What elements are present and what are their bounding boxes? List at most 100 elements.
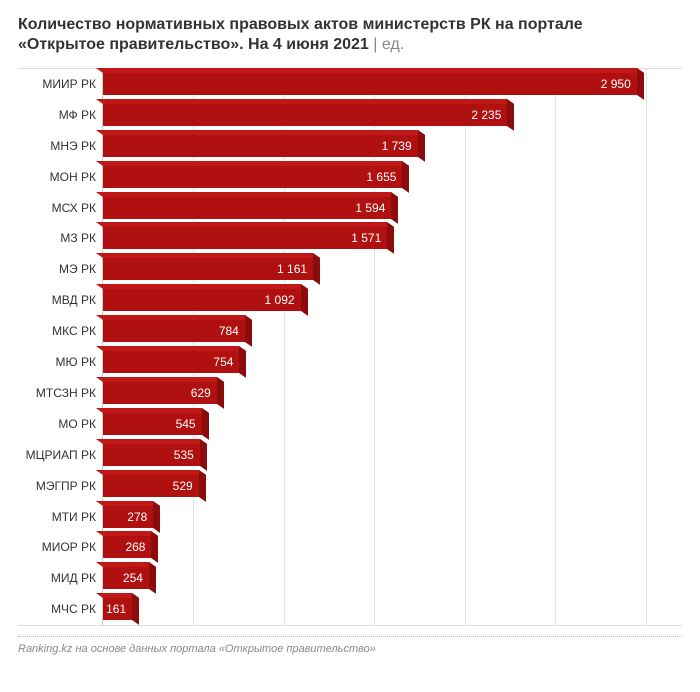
bar-side-face [132, 593, 139, 625]
bar-row: 535 [103, 439, 682, 470]
bar-chart: МИИР РКМФ РКМНЭ РКМОН РКМСХ РКМЗ РКМЭ РК… [18, 68, 682, 626]
bar-value-label: 545 [176, 417, 196, 431]
bar-row: 268 [103, 532, 682, 563]
bar: 1 594 [103, 197, 391, 219]
bar: 278 [103, 506, 153, 528]
bar-side-face [245, 315, 252, 347]
bar-row: 1 571 [103, 223, 682, 254]
category-label: МОН РК [18, 161, 102, 192]
bar-side-face [402, 161, 409, 193]
plot-area: 2 950 2 235 1 739 1 655 1 594 1 571 1 161 1 092… [102, 69, 682, 625]
bar: 2 950 [103, 73, 637, 95]
category-label: МКС РК [18, 316, 102, 347]
bar-value-label: 754 [213, 355, 233, 369]
bar: 161 [103, 598, 132, 620]
category-label: МЧС РК [18, 594, 102, 625]
bar-row: 629 [103, 378, 682, 409]
chart-footer: Ranking.kz на основе данных портала «Отк… [18, 636, 682, 655]
bar: 268 [103, 536, 151, 558]
bar: 254 [103, 567, 149, 589]
bar-row: 2 950 [103, 69, 682, 100]
bar: 1 571 [103, 227, 387, 249]
bar-front-face [103, 227, 387, 249]
bar-rows: 2 950 2 235 1 739 1 655 1 594 1 571 1 161 1 092… [103, 69, 682, 625]
bar-side-face [301, 284, 308, 316]
category-label: МИИР РК [18, 69, 102, 100]
category-label: МНЭ РК [18, 130, 102, 161]
bar-value-label: 2 235 [471, 108, 501, 122]
bar-value-label: 254 [123, 571, 143, 585]
category-label: МЭГПР РК [18, 470, 102, 501]
chart-title-line2: «Открытое правительство». На 4 июня 2021… [18, 36, 682, 54]
bar-row: 2 235 [103, 99, 682, 130]
bar: 1 739 [103, 135, 418, 157]
bar-side-face [637, 68, 644, 100]
bar-value-label: 268 [125, 540, 145, 554]
bar-value-label: 2 950 [601, 77, 631, 91]
bar-side-face [387, 222, 394, 254]
unit-sep: | [369, 36, 382, 53]
bar-value-label: 1 655 [366, 170, 396, 184]
bar-side-face [313, 253, 320, 285]
bar-value-label: 1 092 [265, 293, 295, 307]
bar-value-label: 784 [219, 324, 239, 338]
category-label: МФ РК [18, 99, 102, 130]
bar-row: 529 [103, 470, 682, 501]
category-label: МО РК [18, 408, 102, 439]
bar-front-face [103, 197, 391, 219]
bar-row: 1 161 [103, 254, 682, 285]
bar-row: 1 092 [103, 285, 682, 316]
bar-value-label: 1 739 [382, 139, 412, 153]
bar: 1 161 [103, 258, 313, 280]
title-line2-text: «Открытое правительство». На 4 июня 2021 [18, 36, 369, 53]
bar: 545 [103, 413, 202, 435]
bar-row: 161 [103, 594, 682, 625]
bar-side-face [153, 501, 160, 533]
category-label: МИД РК [18, 563, 102, 594]
bar-row: 1 655 [103, 161, 682, 192]
bar-side-face [199, 470, 206, 502]
bar-value-label: 535 [174, 448, 194, 462]
bar-row: 1 594 [103, 192, 682, 223]
bar-value-label: 1 594 [355, 201, 385, 215]
bar-side-face [200, 439, 207, 471]
bar-row: 545 [103, 408, 682, 439]
bar: 1 092 [103, 289, 301, 311]
bar-side-face [202, 408, 209, 440]
category-label: МВД РК [18, 285, 102, 316]
bar: 629 [103, 382, 217, 404]
bar: 529 [103, 475, 199, 497]
bar-side-face [239, 346, 246, 378]
bar-side-face [217, 377, 224, 409]
bar-row: 754 [103, 347, 682, 378]
bar-value-label: 529 [173, 479, 193, 493]
chart-title-line1: Количество нормативных правовых актов ми… [18, 14, 682, 36]
bar-side-face [391, 192, 398, 224]
y-axis-labels: МИИР РКМФ РКМНЭ РКМОН РКМСХ РКМЗ РКМЭ РК… [18, 69, 102, 625]
bar-value-label: 1 571 [351, 231, 381, 245]
category-label: МЮ РК [18, 347, 102, 378]
bar-value-label: 1 161 [277, 262, 307, 276]
bar-side-face [151, 531, 158, 563]
bar-front-face [103, 135, 418, 157]
bar-value-label: 278 [127, 510, 147, 524]
bar: 784 [103, 320, 245, 342]
bar-value-label: 161 [106, 602, 126, 616]
bar-row: 784 [103, 316, 682, 347]
bar-row: 1 739 [103, 130, 682, 161]
unit-label: ед. [382, 36, 404, 53]
bar-row: 278 [103, 501, 682, 532]
category-label: МТСЗН РК [18, 378, 102, 409]
category-label: МСХ РК [18, 192, 102, 223]
category-label: МЭ РК [18, 254, 102, 285]
bar-side-face [418, 130, 425, 162]
bar: 754 [103, 351, 239, 373]
bar: 2 235 [103, 104, 507, 126]
bar-side-face [149, 562, 156, 594]
category-label: МЦРИАП РК [18, 439, 102, 470]
bar-value-label: 629 [191, 386, 211, 400]
bar: 1 655 [103, 166, 402, 188]
category-label: МТИ РК [18, 501, 102, 532]
bar-front-face [103, 104, 507, 126]
category-label: МИОР РК [18, 532, 102, 563]
